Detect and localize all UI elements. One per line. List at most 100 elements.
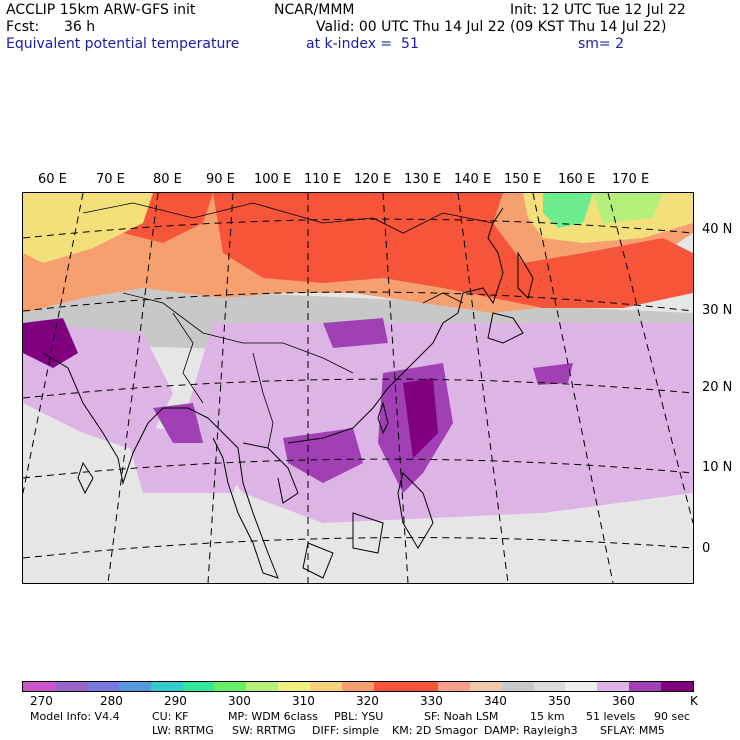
lat-label: 20 N	[702, 380, 733, 395]
colorbar-tick-label: 280	[100, 694, 123, 708]
map-field	[23, 193, 693, 583]
colorbar	[22, 681, 694, 692]
colorbar-segment	[437, 682, 470, 691]
colorbar-tick-label: 360	[612, 694, 635, 708]
colorbar-tick-label: 320	[356, 694, 379, 708]
colorbar-segment	[54, 682, 87, 691]
colorbar-tick-label: 350	[548, 694, 571, 708]
graticule-line	[23, 291, 693, 312]
lon-label: 150 E	[504, 172, 542, 187]
colorbar-segment	[342, 682, 374, 691]
graticule-line	[382, 193, 409, 583]
footer-diffusion: DIFF: simple	[312, 724, 380, 737]
graticule-line	[607, 193, 693, 524]
graticule-line	[23, 458, 693, 479]
colorbar-tick-label: 330	[420, 694, 443, 708]
footer-resolution: 15 km	[530, 710, 565, 723]
footer-damping: DAMP: Rayleigh3	[484, 724, 578, 737]
purple-core	[533, 363, 573, 385]
footer-km: KM: 2D Smagor	[392, 724, 478, 737]
footer-cumulus: CU: KF	[152, 710, 189, 723]
island-coast	[397, 472, 434, 549]
colorbar-segment	[86, 682, 119, 691]
graticule-line	[532, 193, 614, 583]
coastline	[287, 292, 464, 444]
colorbar-segment	[150, 682, 183, 691]
footer-pbl: PBL: YSU	[334, 710, 384, 723]
theta-e-map	[22, 192, 694, 584]
colorbar-tick-label: 340	[484, 694, 507, 708]
purple-core	[323, 318, 388, 348]
colorbar-segment	[310, 682, 343, 691]
lon-label: 170 E	[612, 172, 650, 187]
lat-label: 0	[702, 541, 711, 556]
country-borders	[82, 202, 494, 449]
colorbar-tick-label: 310	[292, 694, 315, 708]
island-coast	[487, 312, 524, 344]
border-line	[422, 292, 464, 304]
colorbar-segment	[118, 682, 151, 691]
footer-timestep: 90 sec	[654, 710, 691, 723]
forecast-hour: 36 h	[64, 19, 96, 35]
colorbar-segment	[661, 682, 694, 691]
island-coast	[377, 401, 389, 435]
colorbar-segment	[501, 682, 534, 691]
colorbar-tick-label: 270	[30, 694, 53, 708]
footer-surface: SF: Noah LSM	[424, 710, 499, 723]
colorbar-segment	[246, 682, 279, 691]
colorbar-segment	[597, 682, 630, 691]
graticule-line	[23, 378, 693, 399]
lon-label: 130 E	[404, 172, 442, 187]
green-patch	[543, 193, 593, 228]
colorbar-unit: K	[690, 694, 698, 708]
island-coast	[517, 251, 534, 299]
graticule-line	[207, 193, 234, 583]
footer-shortwave: SW: RRTMG	[232, 724, 296, 737]
lon-label: 160 E	[558, 172, 596, 187]
colorbar-segment	[469, 682, 502, 691]
lon-label: 110 E	[304, 172, 342, 187]
level-index: at k-index = 51	[306, 36, 419, 52]
colorbar-segment	[23, 682, 55, 691]
lat-label: 30 N	[702, 303, 733, 318]
yellow-band	[23, 193, 153, 263]
lat-label: 10 N	[702, 460, 733, 475]
graticule-line	[23, 193, 84, 494]
lon-label: 120 E	[354, 172, 392, 187]
colorbar-segment	[278, 682, 311, 691]
colorbar-segment	[565, 682, 598, 691]
graticule-line	[23, 537, 693, 559]
lat-label: 40 N	[702, 222, 733, 237]
smoothing-label: sm= 2	[578, 36, 625, 52]
light-purple-region	[123, 423, 253, 493]
colorbar-segment	[533, 682, 566, 691]
footer-levels: 51 levels	[586, 710, 636, 723]
border-line	[82, 202, 494, 234]
init-time: Init: 12 UTC Tue 12 Jul 22	[510, 2, 686, 18]
footer-model-info: Model Info: V4.4	[30, 710, 120, 723]
graticule-line	[23, 218, 693, 239]
forecast-label: Fcst:	[6, 19, 40, 35]
valid-time: Valid: 00 UTC Thu 14 Jul 22 (09 KST Thu …	[316, 19, 667, 35]
coastlines	[42, 207, 534, 579]
footer-longwave: LW: RRTMG	[152, 724, 214, 737]
coastline	[242, 442, 299, 504]
island-coast	[302, 542, 334, 579]
lon-label: 100 E	[254, 172, 292, 187]
colorbar-segment	[629, 682, 662, 691]
graticule	[23, 193, 693, 583]
footer-surface-layer: SFLAY: MM5	[600, 724, 665, 737]
lon-label: 80 E	[153, 172, 182, 187]
dark-purple-core	[23, 318, 78, 368]
purple-core	[153, 403, 203, 443]
island-coast	[352, 512, 384, 554]
lon-label: 90 E	[206, 172, 235, 187]
colorbar-segment	[182, 682, 215, 691]
coastline	[462, 207, 504, 305]
graticule-line	[457, 193, 509, 583]
border-line	[172, 312, 204, 404]
institution-label: NCAR/MMM	[274, 2, 355, 18]
graticule-line	[107, 193, 159, 583]
purple-core	[283, 428, 363, 483]
dark-purple-core	[403, 378, 438, 458]
